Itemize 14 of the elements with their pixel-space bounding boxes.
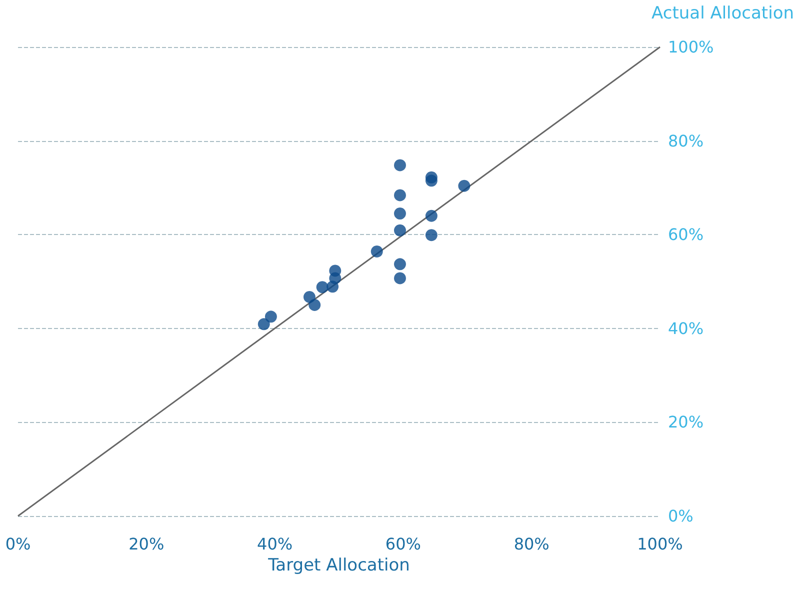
x-tick-label: 0% <box>5 534 31 554</box>
y-tick-label: 0% <box>668 506 694 526</box>
y-tick-label: 80% <box>668 131 704 150</box>
y-tick-label: 40% <box>668 318 704 338</box>
x-tick-label: 100% <box>637 534 683 554</box>
x-tick-label: 80% <box>514 534 550 554</box>
y-axis-title: Actual Allocation <box>652 4 794 24</box>
x-tick-label: 40% <box>257 534 293 554</box>
x-tick-label: 20% <box>128 534 164 554</box>
x-axis-title: Target Allocation <box>267 555 410 576</box>
y-tick-label: 20% <box>668 412 704 432</box>
y-tick-label: 60% <box>668 225 704 244</box>
y-tick-label: 100% <box>668 38 714 56</box>
x-tick-label: 60% <box>385 534 421 554</box>
